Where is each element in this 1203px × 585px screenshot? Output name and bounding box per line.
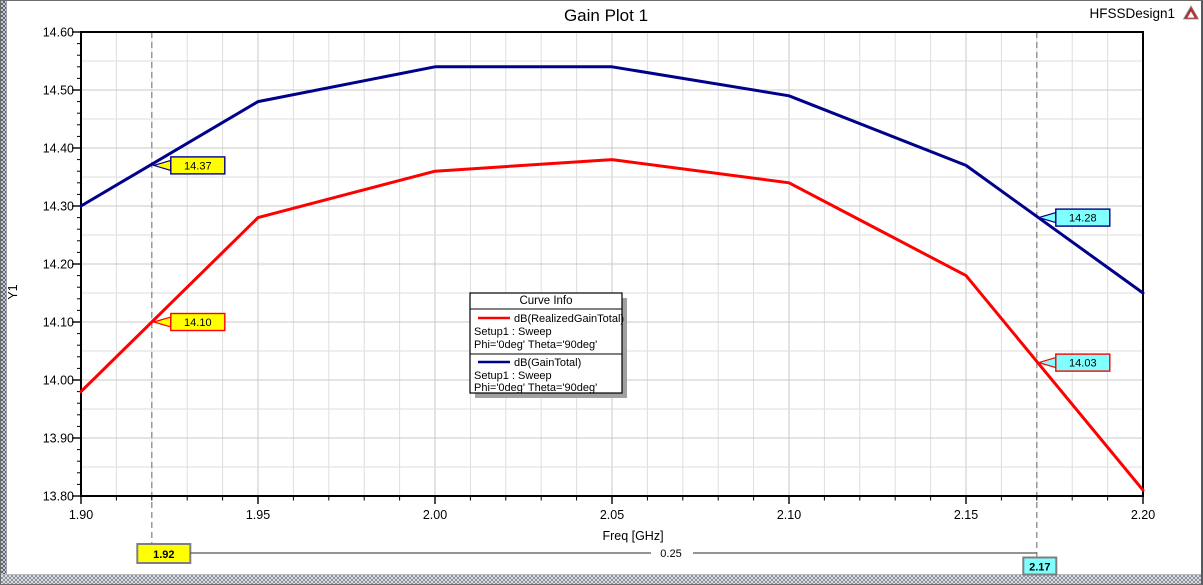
marker-value-label: 14.28	[1069, 213, 1097, 225]
marker-value-label: 14.37	[184, 160, 212, 172]
x-tick-label: 2.05	[600, 508, 624, 522]
y-tick-label: 14.60	[43, 26, 74, 40]
x-tick-label: 2.10	[777, 508, 801, 522]
plot-title: Gain Plot 1	[564, 6, 648, 25]
legend-box[interactable]	[469, 292, 623, 394]
marker-x-label: 2.17	[1029, 562, 1050, 574]
x-tick-label: 2.00	[423, 508, 447, 522]
x-tick-label: 1.95	[246, 508, 270, 522]
y-tick-label: 14.10	[43, 316, 74, 330]
x-tick-label: 2.20	[1131, 508, 1155, 522]
marker-value-callout[interactable]: 14.10	[151, 312, 226, 332]
marker-value-callout[interactable]: 14.37	[151, 156, 226, 175]
y-tick-label: 13.80	[43, 490, 74, 504]
x-axis-title: Freq [GHz]	[602, 529, 663, 543]
marker-x-box[interactable]	[1022, 556, 1058, 576]
legend-entry-name: dB(RealizedGainTotal)	[514, 313, 624, 325]
curve-gain-total[interactable]	[79, 65, 1145, 295]
marker-x-label: 1.92	[153, 549, 174, 561]
marker-value-label: 14.03	[1069, 358, 1097, 370]
legend-entry-angles: Phi='0deg' Theta='90deg'	[474, 339, 597, 351]
window-edge-left-gripper[interactable]	[1, 1, 7, 575]
marker-value-box[interactable]	[1055, 353, 1111, 372]
window-edge-bottom-gripper[interactable]	[1, 574, 1201, 584]
grid	[81, 32, 1143, 496]
markers: 14.37 14.10 1.92 14.28 14.03 2.17	[136, 156, 1111, 576]
x-tick-label: 2.15	[954, 508, 978, 522]
marker-vlines	[151, 32, 1038, 558]
marker-value-callout[interactable]: 14.03	[1036, 353, 1111, 372]
legend-entry-angles: Phi='0deg' Theta='90deg'	[474, 382, 597, 394]
marker-x-callout[interactable]: 1.92	[136, 543, 192, 564]
y-tick-label: 14.30	[43, 200, 74, 214]
marker-distance-label: 0.25	[660, 548, 681, 560]
legend-title: Curve Info	[519, 295, 572, 307]
legend-entry-setup: Setup1 : Sweep	[474, 370, 552, 382]
legend[interactable]: Curve Info dB(RealizedGainTotal) Setup1 …	[469, 292, 627, 398]
y-tick-label: 14.40	[43, 142, 74, 156]
curves	[79, 65, 1145, 492]
marker-value-box[interactable]	[170, 312, 226, 332]
marker-x-callout[interactable]: 2.17	[1022, 556, 1058, 576]
y-tick-label: 13.90	[43, 432, 74, 446]
y-axis-title: Y1	[6, 284, 20, 299]
legend-entry-setup: Setup1 : Sweep	[474, 326, 552, 338]
marker-value-box[interactable]	[170, 156, 226, 175]
axis-ticks: 1.90 1.95 2.00 2.05 2.10 2.15 2.20 14.60 14.50 14…	[43, 26, 1155, 523]
y-tick-label: 14.00	[43, 374, 74, 388]
ansys-triangle-logo-icon	[1182, 5, 1200, 20]
y-tick-label: 14.50	[43, 84, 74, 98]
curve-realized-gain-total[interactable]	[79, 158, 1145, 492]
y-tick-label: 14.20	[43, 258, 74, 272]
marker-value-callout[interactable]: 14.28	[1036, 208, 1111, 227]
marker-value-label: 14.10	[184, 317, 212, 329]
marker-value-box[interactable]	[1055, 208, 1111, 227]
legend-entry-name: dB(GainTotal)	[514, 357, 581, 369]
design-name-label: HFSSDesign1	[1089, 6, 1175, 21]
x-tick-label: 1.90	[69, 508, 93, 522]
